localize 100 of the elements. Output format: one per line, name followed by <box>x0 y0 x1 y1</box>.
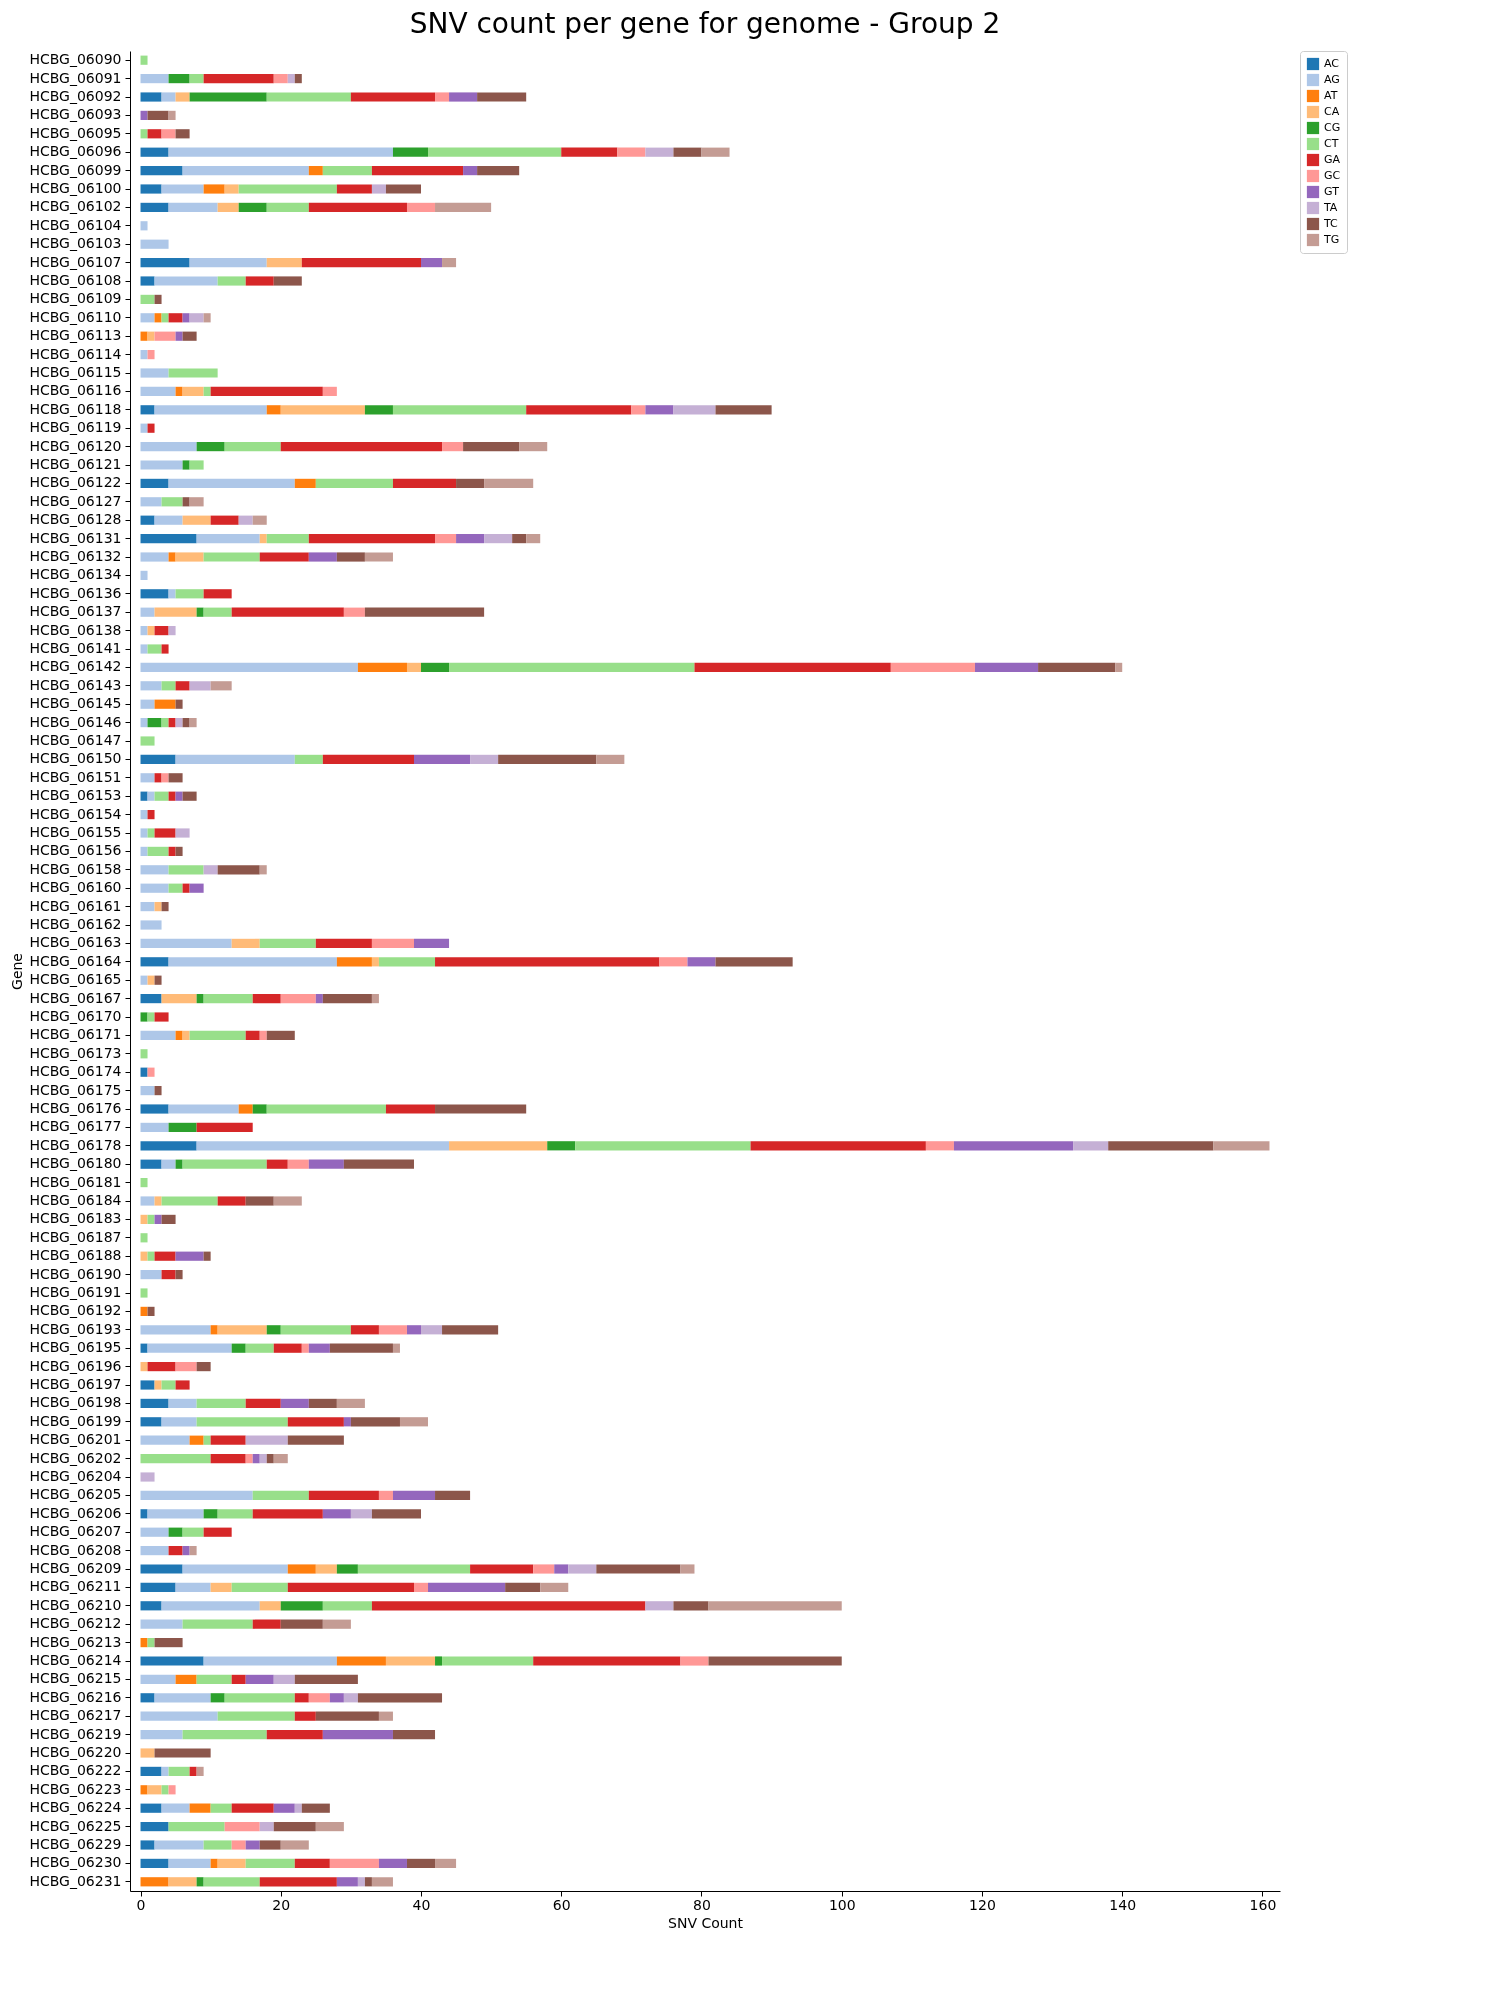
bar <box>343 1159 414 1169</box>
bar <box>364 607 485 617</box>
bar <box>484 478 534 488</box>
bar <box>210 1693 225 1703</box>
bar <box>154 1638 183 1648</box>
bar <box>140 791 148 801</box>
bar <box>203 1435 211 1445</box>
bar <box>252 1490 309 1500</box>
bar <box>182 166 309 176</box>
bar <box>168 202 218 212</box>
bar <box>287 1564 316 1574</box>
bar <box>196 1141 450 1151</box>
bar <box>575 1141 751 1151</box>
bar <box>210 681 232 691</box>
bar <box>245 1435 288 1445</box>
bar <box>168 1398 197 1408</box>
bar <box>154 975 162 985</box>
bar <box>140 699 155 709</box>
bar <box>435 202 492 212</box>
bar <box>140 1288 148 1298</box>
bar <box>322 754 414 764</box>
y-tick-label: HCBG_06143 <box>29 676 122 693</box>
bar <box>175 828 190 838</box>
bar <box>554 1564 569 1574</box>
bar <box>140 607 155 617</box>
bar <box>259 865 267 875</box>
bar <box>329 1858 379 1868</box>
bar <box>161 92 176 102</box>
bar <box>154 1251 176 1261</box>
bar <box>168 883 183 893</box>
bar <box>470 1564 534 1574</box>
bar <box>533 1656 681 1666</box>
bar <box>147 1785 162 1795</box>
y-tick-label: HCBG_06161 <box>29 897 122 914</box>
bar <box>140 74 169 84</box>
y-tick-label: HCBG_06145 <box>29 695 122 712</box>
bar <box>350 1509 372 1519</box>
bar <box>147 110 169 120</box>
bar <box>140 386 176 396</box>
bar <box>140 846 148 856</box>
y-tick-label: HCBG_06214 <box>29 1652 122 1668</box>
bar <box>266 202 309 212</box>
bar <box>421 1325 443 1335</box>
bar <box>140 1196 155 1206</box>
bar <box>203 589 232 599</box>
bar <box>399 1417 429 1427</box>
legend-label: TC <box>1323 217 1339 230</box>
bar <box>266 1104 386 1114</box>
bar <box>182 1527 204 1537</box>
y-tick-label: HCBG_06224 <box>29 1799 122 1816</box>
bar <box>140 902 155 912</box>
y-tick-label: HCBG_06164 <box>29 952 122 969</box>
bar <box>189 313 204 323</box>
y-tick-label: HCBG_06092 <box>29 88 122 104</box>
y-tick-label: HCBG_06180 <box>29 1155 122 1172</box>
bar <box>280 405 365 415</box>
bar <box>140 1803 162 1813</box>
bar <box>140 1343 148 1353</box>
bar <box>308 1343 330 1353</box>
y-tick-label: HCBG_06107 <box>29 253 122 270</box>
bar <box>175 1582 211 1592</box>
bar <box>371 166 464 176</box>
y-tick-label: HCBG_06121 <box>29 456 122 472</box>
bar <box>175 1251 204 1261</box>
bar <box>175 1159 183 1169</box>
bar <box>154 1380 162 1390</box>
bar <box>238 1104 253 1114</box>
bar <box>203 313 211 323</box>
bar <box>245 1398 281 1408</box>
bar <box>140 736 155 746</box>
bar <box>231 1343 246 1353</box>
bar <box>442 442 464 452</box>
bar <box>392 1730 436 1740</box>
bar <box>617 147 646 157</box>
bar <box>308 1398 337 1408</box>
y-tick-label: HCBG_06155 <box>29 824 122 840</box>
bar <box>168 313 183 323</box>
bar <box>189 883 204 893</box>
bar <box>168 626 176 636</box>
bar <box>673 1601 709 1611</box>
bar <box>252 1509 323 1519</box>
bar <box>140 1711 218 1721</box>
bar <box>154 515 183 525</box>
bar <box>336 184 372 194</box>
bar <box>140 644 148 654</box>
bar <box>140 994 162 1004</box>
bar <box>161 718 169 728</box>
y-tick-label: HCBG_06108 <box>29 272 122 288</box>
bar <box>147 423 155 433</box>
x-tick-label: 120 <box>969 1896 996 1913</box>
bar <box>147 350 155 360</box>
x-tick-label: 160 <box>1249 1896 1277 1913</box>
legend-label: GC <box>1324 169 1341 182</box>
y-tick-label: HCBG_06136 <box>29 584 122 601</box>
y-tick-label: HCBG_06210 <box>29 1596 122 1613</box>
y-tick-label: HCBG_06147 <box>29 732 122 748</box>
bar <box>140 1067 148 1077</box>
bar <box>140 423 148 433</box>
bar <box>449 662 695 672</box>
bar <box>280 1619 323 1629</box>
